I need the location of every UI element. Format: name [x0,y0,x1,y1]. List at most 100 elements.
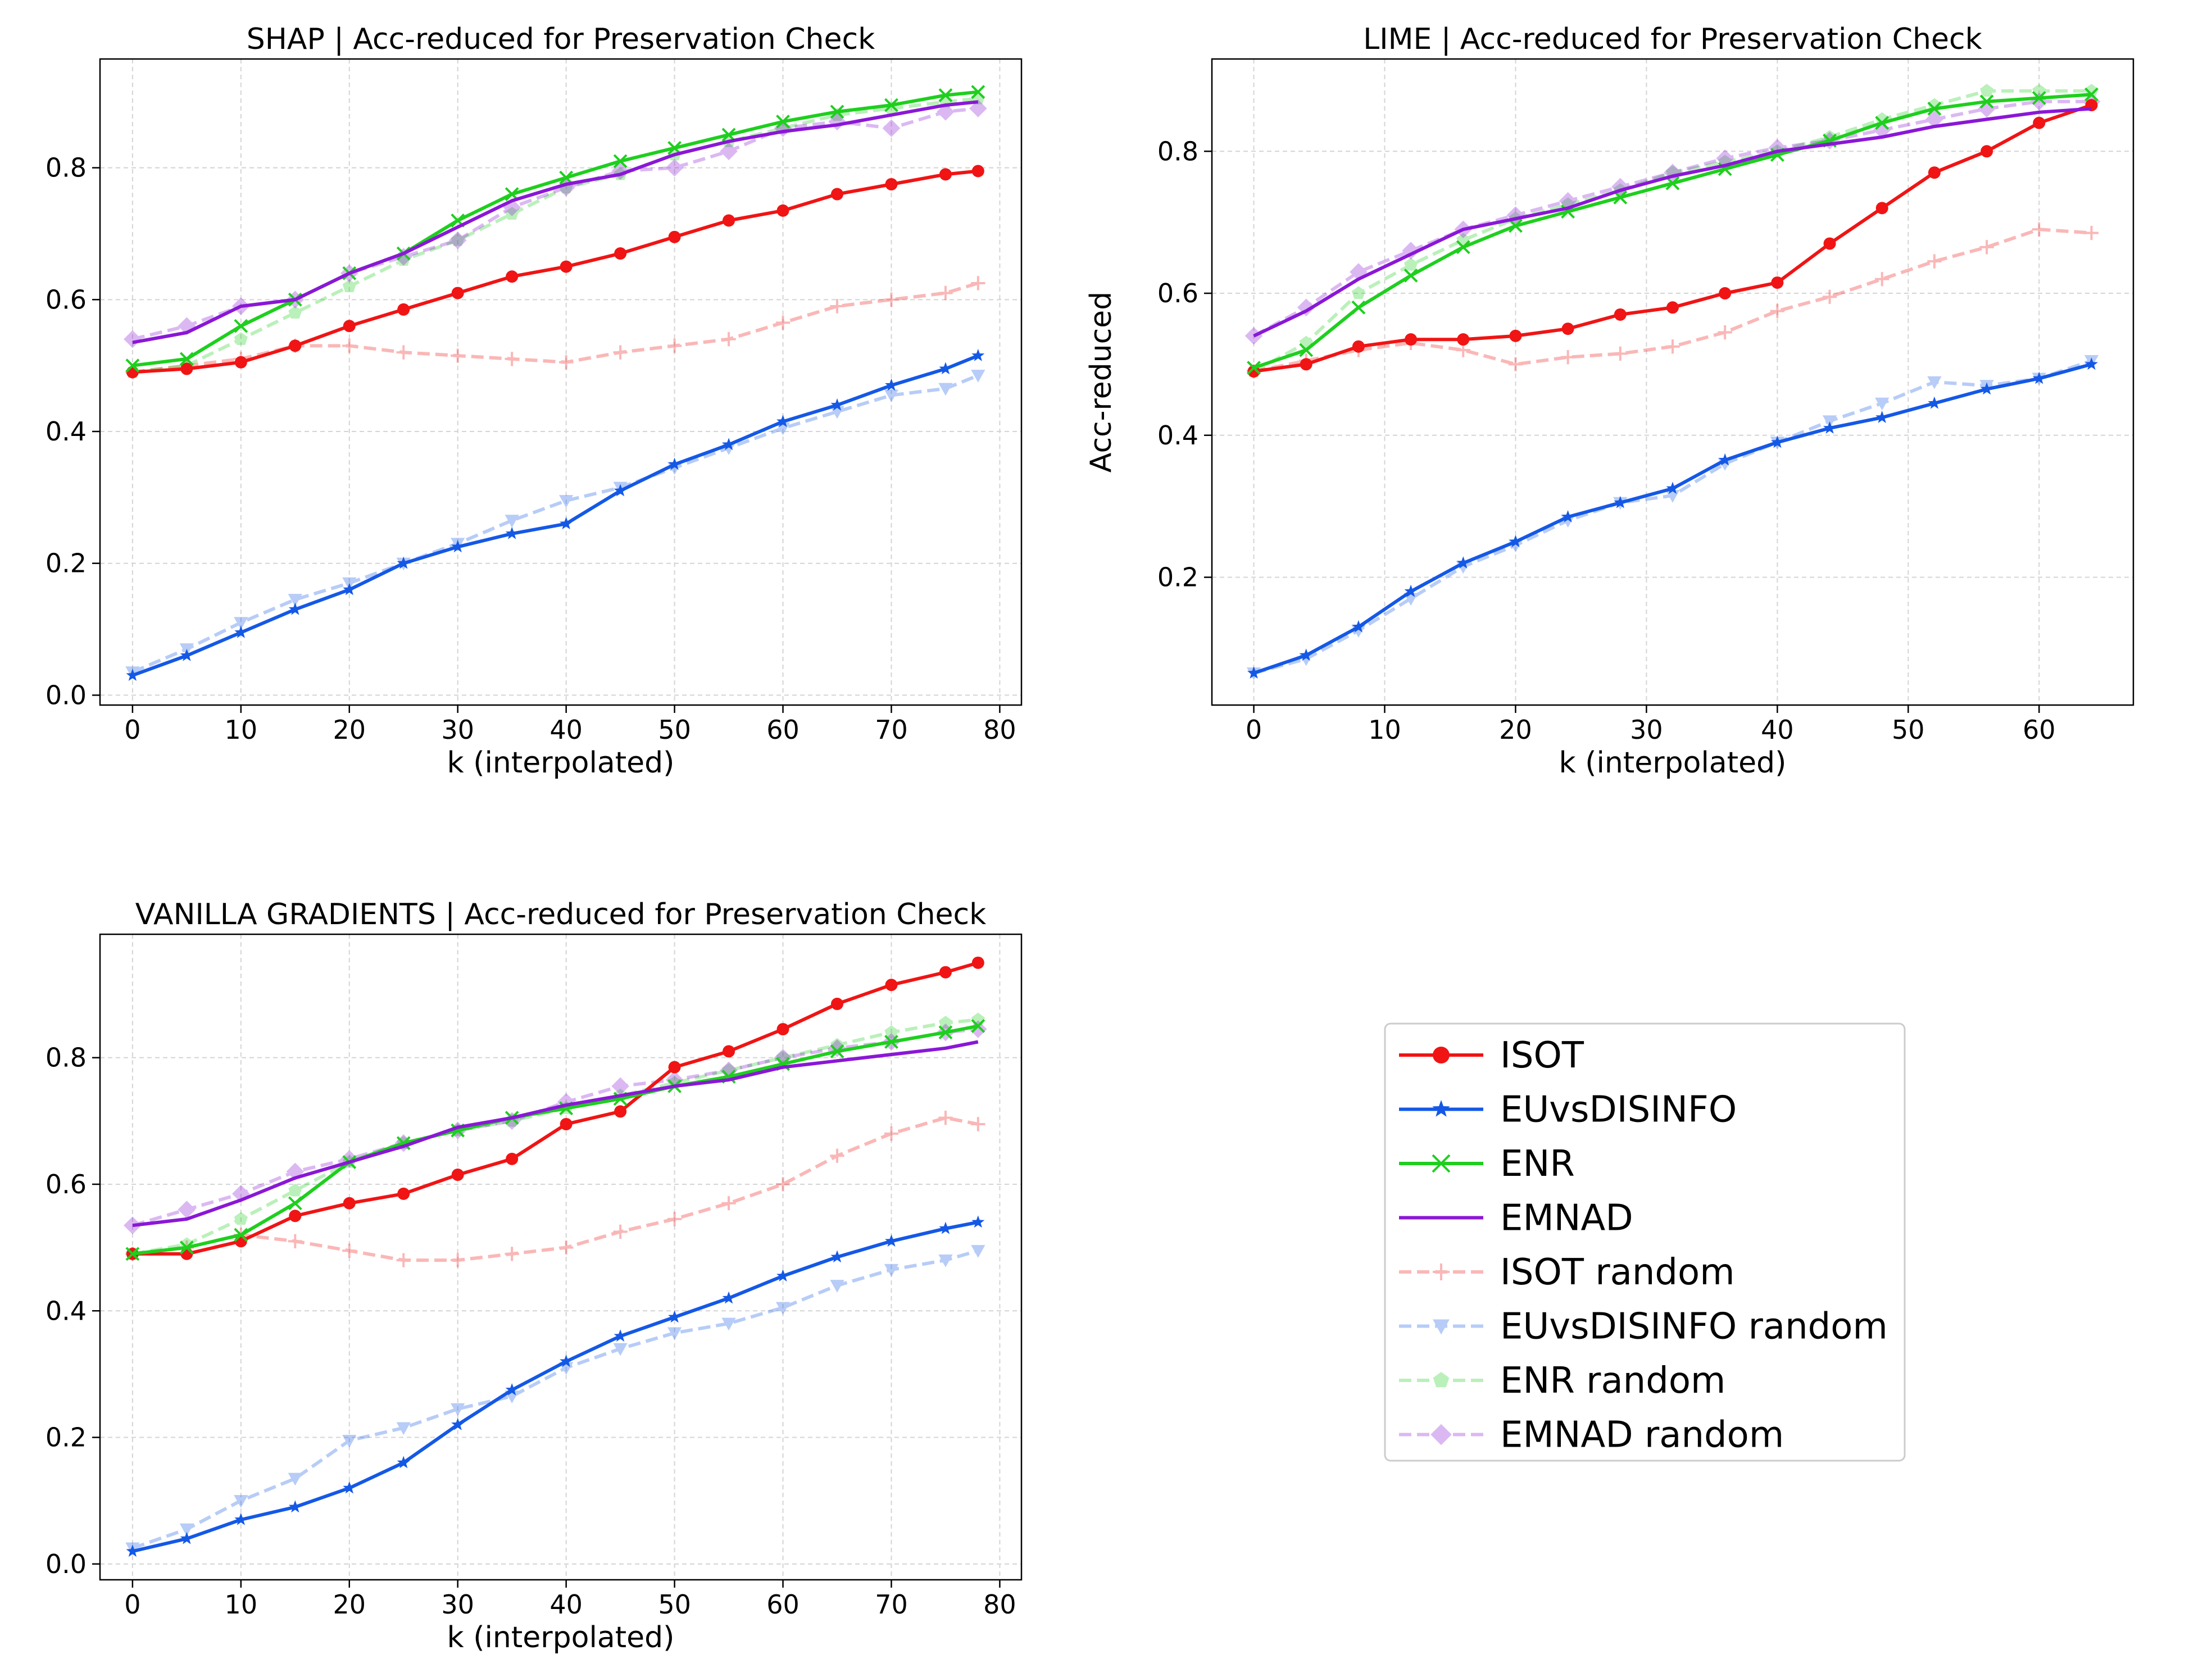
data-point [234,617,248,630]
legend-box [1384,1022,1906,1462]
series-line [132,281,979,374]
data-point [831,188,843,201]
data-point [1247,666,1261,679]
legend-marker [1433,1372,1450,1388]
data-point [1925,110,1943,129]
series-enr [1247,87,2099,375]
data-point [1300,358,1312,371]
y-tick-label: 0.6 [46,284,87,315]
data-point [1405,333,1418,346]
data-point [885,178,898,190]
data-point [969,1020,987,1038]
series-line [1253,228,2092,373]
data-point [830,1148,844,1163]
x-tick-label: 30 [441,715,474,745]
x-tick-label: 30 [1630,715,1663,745]
series-line [131,374,979,674]
data-point [613,1224,628,1239]
data-point [884,1126,899,1141]
data-point [451,540,465,553]
chart-2: 0 10 20 30 40 50 60 0.2 0.4 0.6 0.8 LIME | Acc-redu… [1084,22,2134,780]
series-isot [1247,99,2098,378]
x-tick-label: 10 [1368,715,1401,745]
series-line [1253,93,2092,370]
series-enr [125,1019,985,1261]
x-tick-label: 80 [983,1589,1016,1620]
data-point [667,1212,682,1226]
data-point [884,389,899,403]
data-point [2033,116,2046,129]
data-point [180,362,193,375]
y-axis-label: Acc-reduced [0,292,6,472]
series-enr-random [1247,84,2099,378]
y-tick-label: 0.8 [1157,136,1198,166]
legend-swatch-emnad-random [1399,1424,1483,1446]
data-point [1665,176,1680,190]
data-point [1928,396,1941,409]
legend-swatch-isot [1399,1047,1483,1063]
data-point [668,1310,682,1323]
series-line [1253,359,2092,675]
grid [100,934,1021,1580]
data-point [1770,435,1784,448]
data-point [1351,300,1366,315]
data-point [1978,99,1996,118]
series-euvsdisinfo [126,1215,985,1557]
x-tick-label: 30 [441,1589,474,1620]
series-line [132,1220,979,1553]
data-point [1770,303,1785,319]
legend-marker [1432,1154,1451,1173]
x-tick-label: 20 [333,1589,366,1620]
data-point [1560,350,1575,365]
data-point [179,1240,194,1255]
x-axis-label: k (interpolated) [1559,746,1787,780]
data-point [720,142,738,161]
y-tick-label: 0.2 [46,548,87,579]
series-emnad [132,100,979,344]
data-point [1456,240,1470,254]
series-isot-random [125,276,985,380]
data-point [1613,346,1628,361]
data-point [234,356,247,369]
data-point [2032,222,2046,237]
data-point [1979,94,1994,109]
data-point [1665,339,1680,354]
series-line [132,1040,979,1228]
data-point [288,1500,302,1513]
data-point [830,398,844,411]
data-point [178,1201,196,1219]
legend-swatch-enr-random [1399,1372,1483,1388]
data-point [1561,322,1574,335]
legend-swatch-euvsdisinfo [1399,1100,1483,1117]
data-point [613,1343,628,1356]
data-point [1404,257,1418,271]
data-point [343,1197,356,1210]
legend-label: ISOT [1500,1035,1584,1076]
data-point [560,517,573,530]
series-line [131,1249,979,1550]
data-point [1456,556,1470,569]
data-point [1875,397,1889,411]
data-point [938,285,953,301]
data-point [289,339,302,352]
data-point [1404,584,1418,597]
data-point [179,352,194,366]
legend-marker [1433,1319,1450,1335]
data-point [971,165,984,178]
data-point [180,648,193,661]
legend: ISOT EUvsDISINFO ENR EMNAD ISOT random EUvsDI… [1384,1022,1906,1462]
x-tick-label: 20 [333,715,366,745]
data-point [179,1523,194,1537]
data-point [1771,276,1784,289]
data-point [451,1253,465,1267]
data-point [1300,648,1313,661]
data-point [342,338,357,353]
data-point [126,1544,139,1557]
data-point [505,515,519,528]
y-axis-label: Acc-reduced [1084,292,1118,472]
y-tick-label: 0.8 [46,1043,87,1073]
data-point [668,1061,681,1074]
series-isot [126,165,984,379]
data-point [1875,272,1889,287]
data-point [884,98,898,112]
